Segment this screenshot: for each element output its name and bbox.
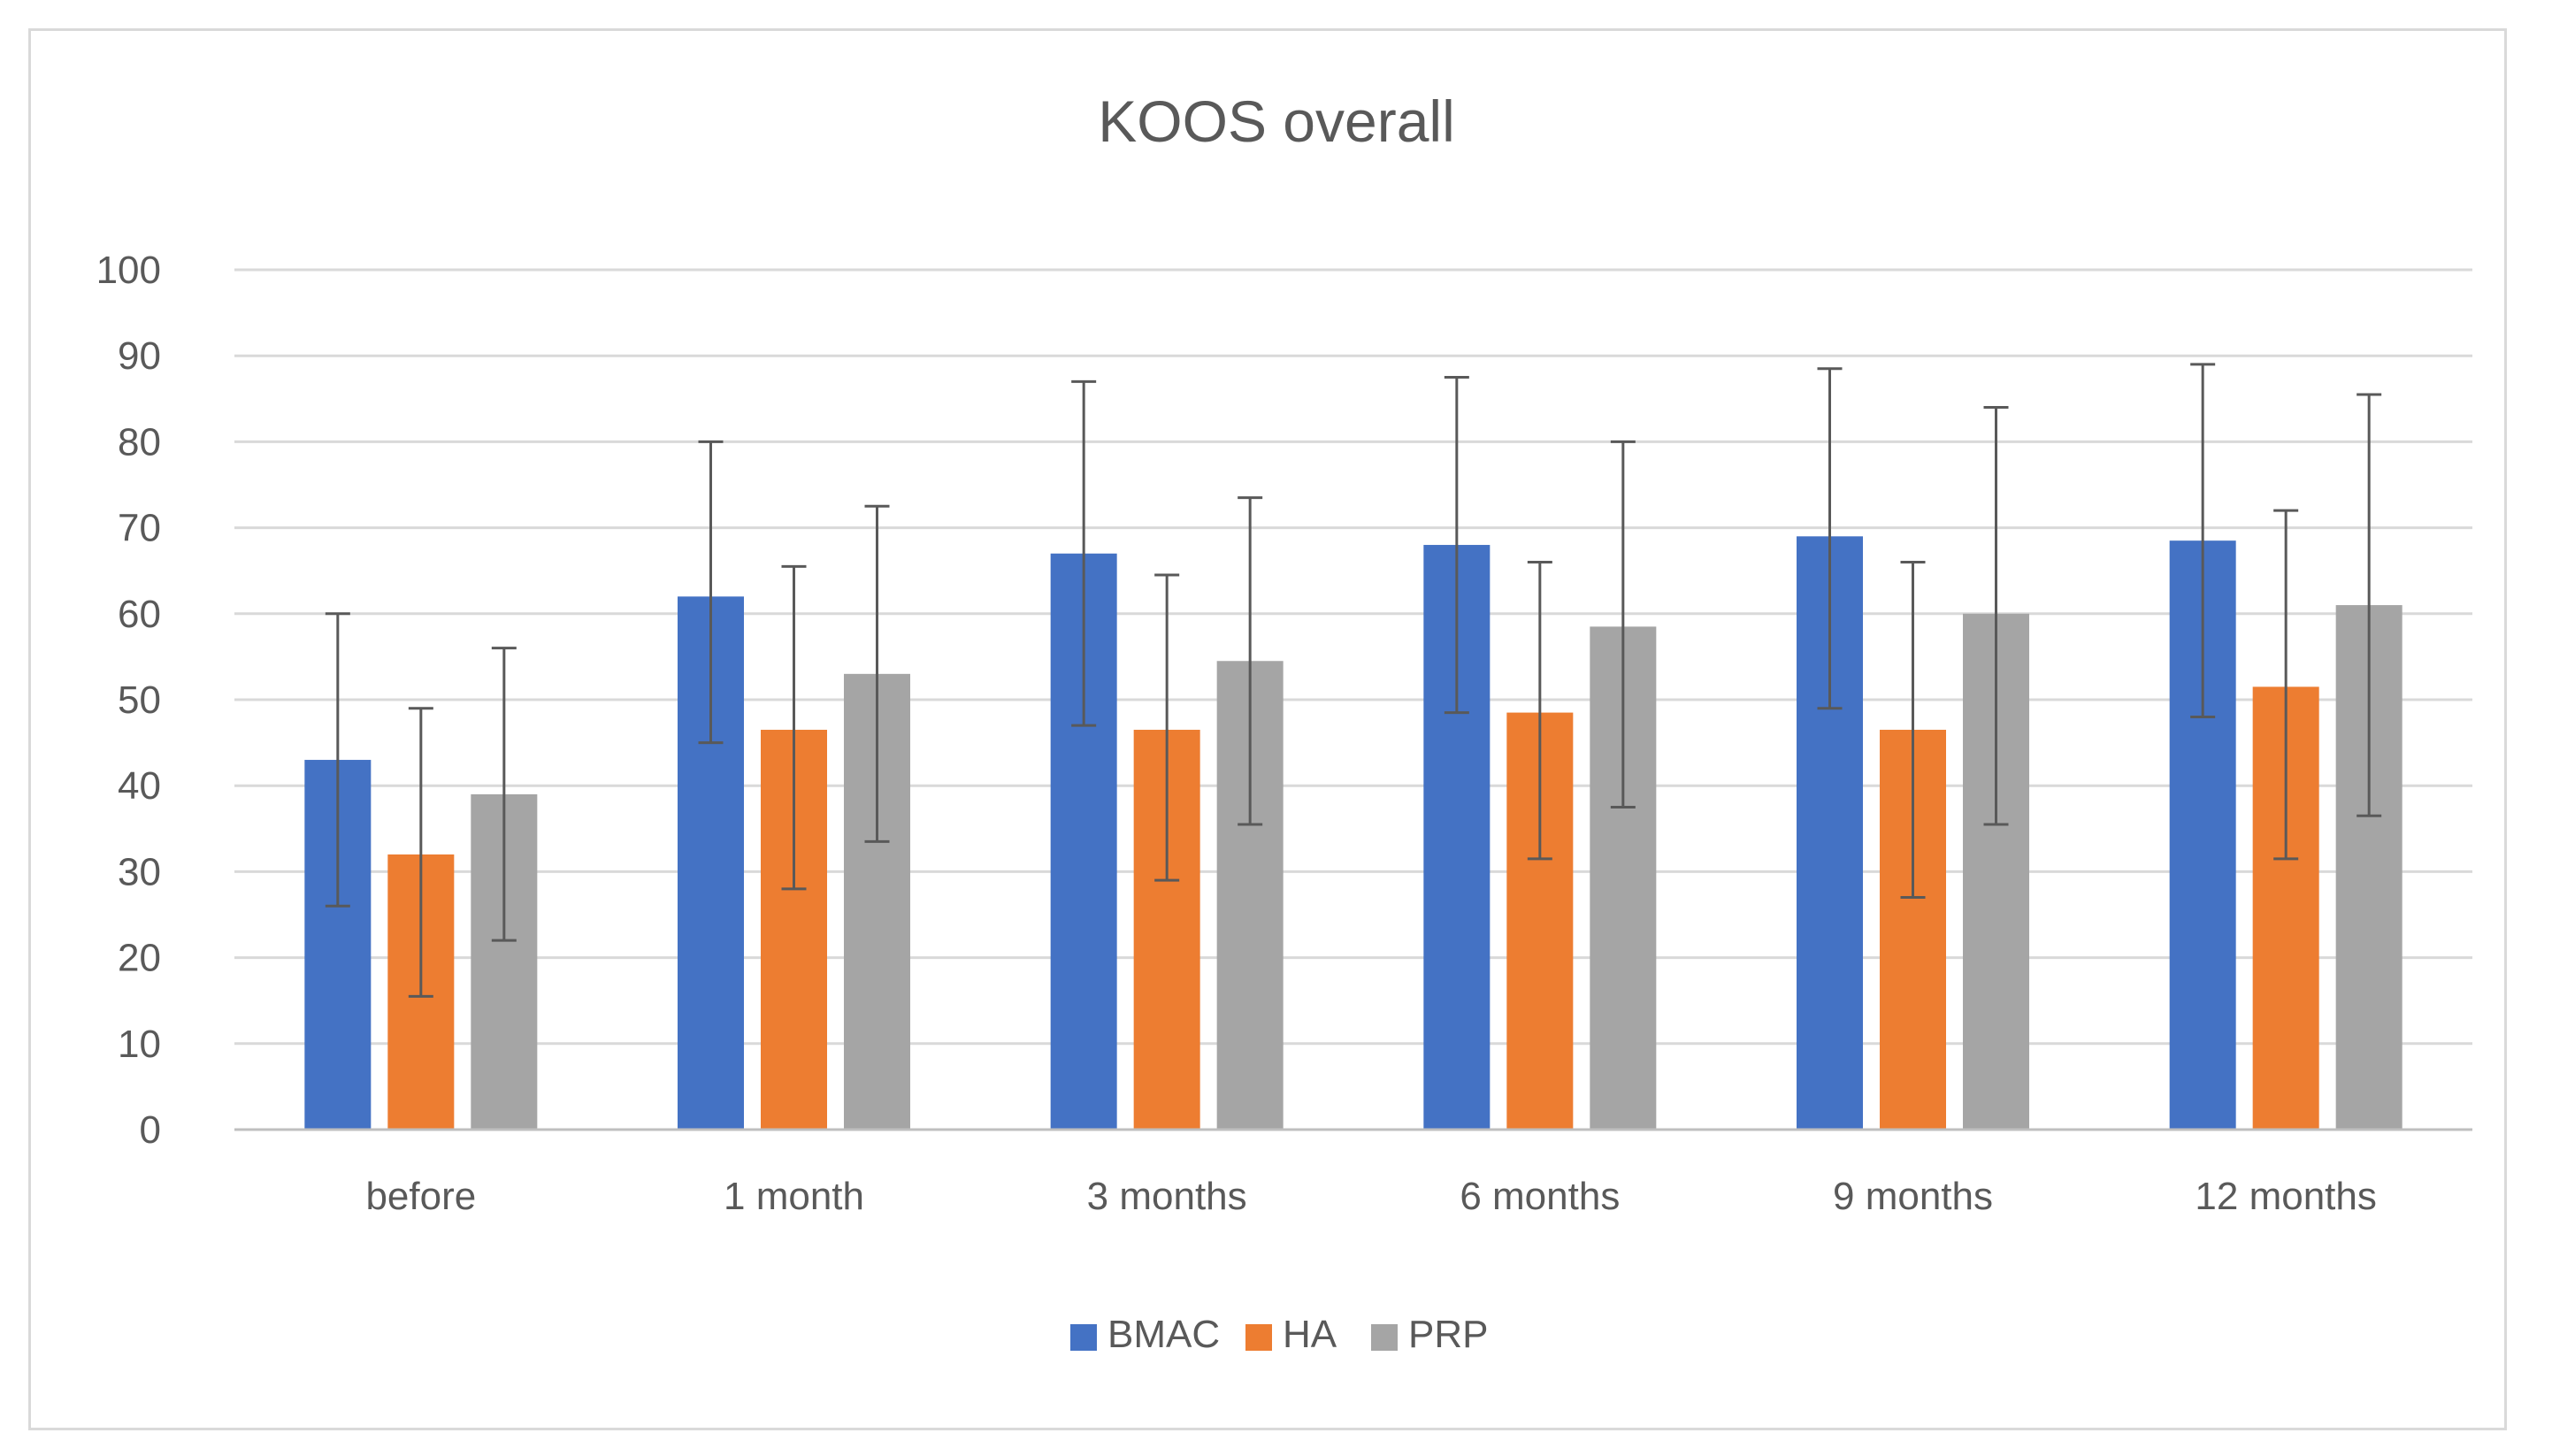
error-bar-prp-2 bbox=[1238, 496, 1263, 826]
legend-item-prp: PRP bbox=[1371, 1313, 1488, 1356]
legend-item-bmac: BMAC bbox=[1070, 1313, 1220, 1356]
y-tick-label: 10 bbox=[118, 1023, 161, 1066]
error-bar-ha-3 bbox=[1527, 560, 1552, 861]
error-bar-bmac-5 bbox=[2190, 363, 2216, 718]
error-bars bbox=[325, 363, 2382, 998]
legend-swatch bbox=[1245, 1324, 1272, 1351]
error-bar-prp-0 bbox=[491, 647, 517, 942]
error-bar-ha-4 bbox=[1900, 560, 1926, 900]
x-tick-label: 9 months bbox=[1833, 1175, 1993, 1218]
error-bar-bmac-2 bbox=[1071, 379, 1097, 727]
x-tick-label: 12 months bbox=[2195, 1175, 2376, 1218]
y-tick-label: 40 bbox=[118, 764, 161, 808]
y-tick-label: 60 bbox=[118, 593, 161, 636]
y-tick-label: 70 bbox=[118, 507, 161, 550]
error-bar-prp-3 bbox=[1610, 440, 1636, 808]
legend-swatch bbox=[1371, 1324, 1398, 1351]
chart-title: KOOS overall bbox=[1098, 88, 1454, 154]
y-tick-label: 90 bbox=[118, 334, 161, 378]
y-tick-label: 80 bbox=[118, 420, 161, 464]
legend-item-ha: HA bbox=[1245, 1313, 1337, 1356]
x-tick-label: before bbox=[365, 1175, 476, 1218]
bars bbox=[304, 536, 2403, 1130]
y-tick-label: 30 bbox=[118, 850, 161, 893]
error-bar-prp-5 bbox=[2357, 393, 2382, 817]
y-tick-label: 0 bbox=[140, 1108, 161, 1152]
error-bar-prp-1 bbox=[864, 504, 890, 843]
error-bar-bmac-4 bbox=[1817, 367, 1843, 710]
error-bar-ha-1 bbox=[781, 564, 807, 891]
x-tick-label: 6 months bbox=[1460, 1175, 1620, 1218]
gridlines bbox=[234, 268, 2472, 1046]
legend-label: BMAC bbox=[1107, 1313, 1220, 1356]
error-bar-ha-5 bbox=[2273, 509, 2299, 861]
y-tick-label: 100 bbox=[96, 249, 161, 292]
error-bar-bmac-1 bbox=[698, 440, 724, 745]
legend-swatch bbox=[1070, 1324, 1097, 1351]
y-axis-tick-labels: 0 10 20 30 40 50 60 70 80 90 100 bbox=[96, 249, 161, 1152]
legend-label: PRP bbox=[1408, 1313, 1488, 1356]
error-bar-ha-0 bbox=[408, 707, 433, 998]
error-bar-ha-2 bbox=[1154, 573, 1180, 882]
legend: BMAC HA PRP bbox=[1070, 1313, 1488, 1356]
legend-label: HA bbox=[1283, 1313, 1337, 1356]
y-tick-label: 20 bbox=[118, 937, 161, 980]
x-axis-tick-labels: before 1 month 3 months 6 months 9 months 12 … bbox=[365, 1175, 2376, 1218]
x-tick-label: 1 month bbox=[724, 1175, 864, 1218]
error-bar-bmac-0 bbox=[325, 612, 350, 908]
x-tick-label: 3 months bbox=[1087, 1175, 1247, 1218]
error-bar-bmac-3 bbox=[1444, 376, 1469, 715]
y-tick-label: 50 bbox=[118, 678, 161, 722]
error-bar-prp-4 bbox=[1983, 406, 2009, 826]
